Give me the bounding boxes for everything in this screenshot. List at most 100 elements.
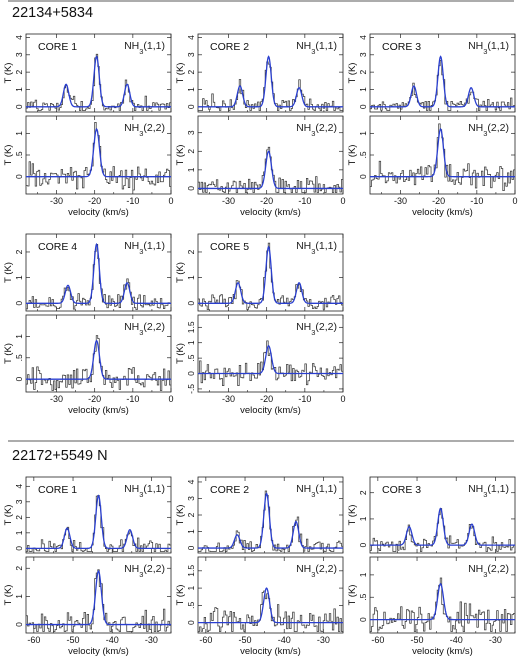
panel-2-core1-nh3-22: 0 1 2 NH3(2,2) T (K) -60 -50 -40 -30 velocity (km… xyxy=(3,556,172,657)
spectrum-fit xyxy=(370,127,515,178)
section-title-2: 22172+5549 N xyxy=(12,448,108,464)
y-tick-label: 1.5 xyxy=(186,321,196,333)
y-tick-label: .5 xyxy=(14,151,24,158)
spectrum-fit xyxy=(198,587,343,624)
x-tick-label: -40 xyxy=(450,635,463,645)
y-tick-label: 1.5 xyxy=(186,565,196,577)
y-tick-label: .5 xyxy=(358,593,368,600)
y-tick-label: .5 xyxy=(14,354,24,361)
x-axis-title: velocity (km/s) xyxy=(68,646,129,657)
y-tick-label: .5 xyxy=(186,354,196,361)
y-tick-label: 0 xyxy=(358,543,368,548)
panel-frame xyxy=(25,314,172,393)
y-tick-label: 2 xyxy=(186,149,196,154)
y-tick-label: 0 xyxy=(14,622,24,627)
y-tick-label: 1 xyxy=(14,530,24,535)
y-tick-label: -.5 xyxy=(186,384,196,394)
y-axis-title: T (K) xyxy=(175,63,186,84)
y-tick-label: 2 xyxy=(186,249,196,254)
transition-label: NH3(2,2) xyxy=(296,122,337,138)
y-tick-label: 4 xyxy=(14,35,24,40)
panel-frame xyxy=(197,556,344,634)
spectrum-fit xyxy=(26,494,171,549)
core-name-label: CORE 1 xyxy=(38,41,77,53)
section-title-1: 22134+5834 xyxy=(12,5,94,21)
y-tick-label: 1 xyxy=(358,516,368,521)
x-axis-title: velocity (km/s) xyxy=(240,646,301,657)
x-tick-label: -20 xyxy=(260,394,273,404)
y-axis-title: T (K) xyxy=(347,63,358,84)
spectrum-fit xyxy=(26,127,171,178)
y-tick-label: 2 xyxy=(358,490,368,495)
x-tick-label: -10 xyxy=(298,196,311,206)
panel-1-core1-nh3-22: 0 .5 1 NH3(2,2) T (K) -30 -20 -10 0 velocity (km/… xyxy=(3,115,174,218)
y-tick-label: 1 xyxy=(14,131,24,136)
transition-label: NH3(1,1) xyxy=(124,483,165,499)
y-tick-label: 2 xyxy=(186,512,196,517)
transition-label: NH3(2,2) xyxy=(296,321,337,337)
x-tick-label: -50 xyxy=(411,635,424,645)
panel-1-core3-nh3-22: 0 .5 1 NH3(2,2) T (K) -30 -20 -10 0 velocity (km/… xyxy=(347,115,518,218)
y-axis-title: T (K) xyxy=(175,343,186,364)
y-axis-title: T (K) xyxy=(3,63,14,84)
panel-frame xyxy=(25,476,172,554)
x-tick-label: -20 xyxy=(88,196,101,206)
spectrum-data xyxy=(198,590,343,632)
core-name-label: CORE 3 xyxy=(382,41,421,53)
x-tick-label: -20 xyxy=(260,196,273,206)
panel-frame xyxy=(369,556,516,634)
y-tick-label: 1 xyxy=(14,594,24,599)
y-axis-title: T (K) xyxy=(175,505,186,526)
y-tick-label: 2 xyxy=(186,70,196,75)
x-tick-label: 0 xyxy=(340,196,345,206)
spectrum-fit xyxy=(370,582,515,621)
spectrum-data xyxy=(198,61,343,111)
y-axis-title: T (K) xyxy=(3,145,14,166)
x-tick-label: -30 xyxy=(394,196,407,206)
spectrum-fit xyxy=(26,55,171,108)
y-tick-label: 4 xyxy=(186,479,196,484)
x-tick-label: -60 xyxy=(371,635,384,645)
x-axis-title: velocity (km/s) xyxy=(412,207,473,218)
transition-label: NH3(2,2) xyxy=(468,122,509,138)
x-tick-label: -30 xyxy=(50,394,63,404)
y-tick-label: 0 xyxy=(186,620,196,625)
x-axis-title: velocity (km/s) xyxy=(240,405,301,416)
x-axis-title: velocity (km/s) xyxy=(412,646,473,657)
y-tick-label: 4 xyxy=(358,35,368,40)
x-tick-label: 0 xyxy=(512,196,517,206)
y-tick-label: 0 xyxy=(358,617,368,622)
y-tick-label: 1 xyxy=(186,167,196,172)
y-axis-title: T (K) xyxy=(3,505,14,526)
y-tick-label: 0 xyxy=(186,186,196,191)
y-tick-label: 1 xyxy=(14,334,24,339)
panel-2-core2-nh3-22: 0 .5 1 1.5 NH3(2,2) T (K) -60 -50 -40 -30 velocity… xyxy=(175,556,344,657)
spectrum-fit xyxy=(370,55,515,108)
transition-label: NH3(1,1) xyxy=(296,483,337,499)
x-tick-label: -60 xyxy=(27,635,40,645)
transition-label: NH3(2,2) xyxy=(468,563,509,579)
x-tick-label: -30 xyxy=(317,635,330,645)
spectrum-data xyxy=(370,577,515,632)
y-tick-label: 0 xyxy=(14,174,24,179)
transition-label: NH3(2,2) xyxy=(124,563,165,579)
x-tick-label: 0 xyxy=(168,394,173,404)
spectrum-fit xyxy=(198,150,343,190)
y-tick-label: 0 xyxy=(358,174,368,179)
y-tick-label: 3 xyxy=(14,499,24,504)
x-axis-title: velocity (km/s) xyxy=(68,207,129,218)
core-name-label: CORE 3 xyxy=(382,484,421,496)
y-tick-label: 3 xyxy=(186,52,196,57)
x-tick-label: -30 xyxy=(222,196,235,206)
spectrum-fit xyxy=(26,339,171,380)
x-tick-label: -50 xyxy=(239,635,252,645)
panel-1-core5-nh3-22: -.5 0 .5 1 1.5 NH3(2,2) T (K) -30 -20 -10 0 velocit… xyxy=(175,314,346,416)
x-tick-label: -30 xyxy=(145,635,158,645)
y-tick-label: 3 xyxy=(186,130,196,135)
y-tick-label: 2 xyxy=(14,249,24,254)
y-tick-label: 1 xyxy=(358,131,368,136)
y-tick-label: 3 xyxy=(14,52,24,57)
x-tick-label: -20 xyxy=(432,196,445,206)
spectrum-fit xyxy=(26,569,171,626)
y-tick-label: 1 xyxy=(186,87,196,92)
